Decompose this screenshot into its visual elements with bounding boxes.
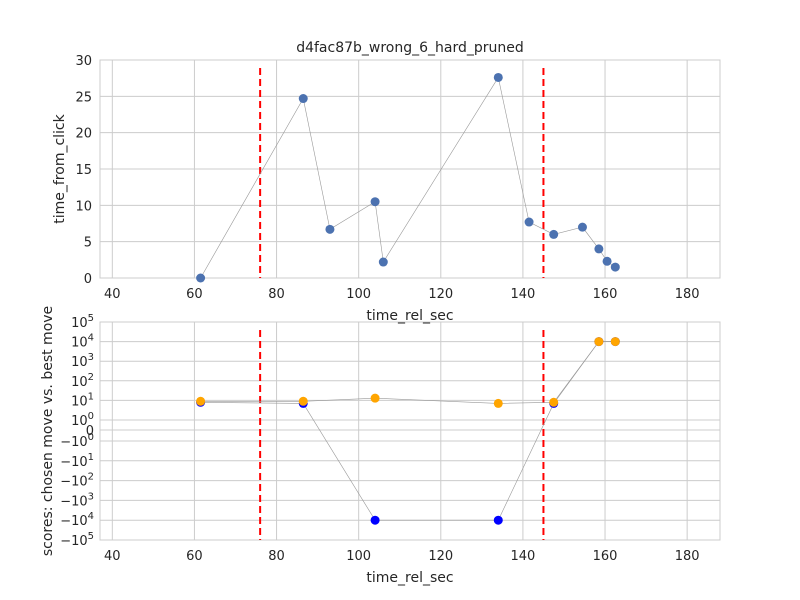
- y-tick-label: −102: [60, 472, 94, 490]
- y-tick-label: 20: [75, 127, 92, 142]
- y-tick-label: 30: [75, 54, 92, 69]
- best-move-point: [196, 396, 206, 406]
- bottom-plot-x-ticks: 40 60 80 100 120 140 160 180: [104, 549, 700, 564]
- data-point: [493, 72, 503, 82]
- x-tick-label: 100: [346, 287, 371, 302]
- top-plot-y-ticks: 0 5 10 15 20 25 30: [75, 54, 92, 287]
- x-tick-label: 60: [186, 287, 203, 302]
- x-tick-label: 160: [593, 549, 618, 564]
- y-tick-label: −103: [60, 491, 94, 509]
- data-point: [298, 94, 308, 104]
- best-move-point: [610, 337, 620, 347]
- bottom-plot-frame: [99, 321, 721, 541]
- best-move-point: [370, 393, 380, 403]
- x-tick-label: 140: [510, 287, 535, 302]
- y-tick-label: 104: [71, 333, 94, 351]
- top-plot-frame: [99, 59, 721, 279]
- best-move-point: [493, 398, 503, 408]
- x-tick-label: 180: [675, 549, 700, 564]
- top-plot-vlines: [259, 68, 545, 278]
- y-tick-label: 5: [84, 236, 92, 251]
- data-point: [594, 244, 604, 254]
- data-point: [549, 229, 559, 239]
- top-plot-x-ticks: 40 60 80 100 120 140 160 180: [104, 287, 700, 302]
- top-plot-x-label: time_rel_sec: [366, 308, 453, 324]
- y-tick-label: 103: [71, 352, 94, 370]
- y-tick-label: 100: [71, 411, 94, 429]
- y-tick-label: −101: [60, 452, 94, 470]
- x-tick-label: 40: [104, 549, 121, 564]
- y-tick-label: −100: [60, 432, 94, 450]
- y-tick-label: 10: [75, 199, 92, 214]
- best-move-point: [298, 396, 308, 406]
- y-tick-label: −105: [60, 531, 94, 549]
- x-tick-label: 80: [268, 549, 285, 564]
- data-point: [196, 273, 206, 283]
- bottom-plot-vlines: [259, 330, 545, 540]
- data-point: [378, 257, 388, 267]
- y-tick-label: 15: [75, 163, 92, 178]
- best-move-point: [594, 337, 604, 347]
- y-tick-label: 0: [84, 272, 92, 287]
- x-tick-label: 40: [104, 287, 121, 302]
- x-tick-label: 140: [510, 549, 535, 564]
- bottom-plot-points: [196, 337, 620, 525]
- data-point: [370, 197, 380, 207]
- top-plot: 40 60 80 100 120 140 160 180 0 5 10 15 20 25 30 time_…: [52, 54, 721, 324]
- bottom-plot-x-label: time_rel_sec: [366, 570, 453, 586]
- data-point: [577, 222, 587, 232]
- x-tick-label: 80: [268, 287, 285, 302]
- x-tick-label: 100: [346, 549, 371, 564]
- x-tick-label: 120: [428, 287, 453, 302]
- y-tick-label: 105: [71, 313, 94, 331]
- chosen-move-point: [370, 515, 380, 525]
- y-tick-label: −104: [60, 511, 94, 529]
- top-plot-points: [196, 72, 620, 283]
- chart-title: d4fac87b_wrong_6_hard_pruned: [296, 40, 524, 56]
- data-point: [524, 217, 534, 227]
- y-tick-label: 25: [75, 90, 92, 105]
- x-tick-label: 180: [675, 287, 700, 302]
- x-tick-label: 160: [593, 287, 618, 302]
- bottom-plot-y-label: scores: chosen move vs. best move: [40, 306, 56, 556]
- data-point: [602, 256, 612, 266]
- x-tick-label: 60: [186, 549, 203, 564]
- data-point: [610, 262, 620, 272]
- y-tick-label: 101: [71, 391, 94, 409]
- chosen-move-point: [493, 515, 503, 525]
- data-point: [325, 224, 335, 234]
- best-move-point: [549, 397, 559, 407]
- y-tick-label: 102: [71, 372, 94, 390]
- x-tick-label: 120: [428, 549, 453, 564]
- y-tick-label: 0: [86, 424, 94, 439]
- top-plot-y-label: time_from_click: [52, 113, 68, 223]
